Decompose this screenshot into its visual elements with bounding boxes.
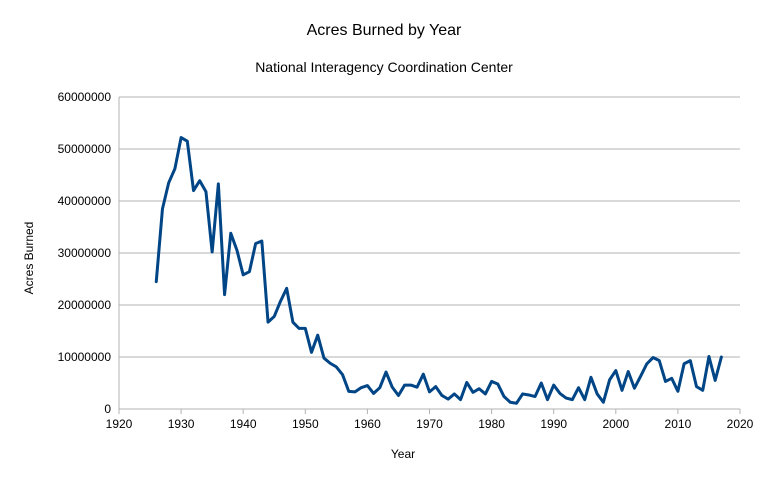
x-tick-label: 2000 — [602, 417, 629, 431]
y-tick-label: 60000000 — [58, 90, 112, 104]
x-tick-label: 1940 — [230, 417, 257, 431]
x-tick-label: 1950 — [292, 417, 319, 431]
x-tick-label: 1930 — [168, 417, 195, 431]
x-tick-label: 1990 — [540, 417, 567, 431]
chart-title: Acres Burned by Year — [307, 22, 462, 39]
y-tick-label: 10000000 — [58, 350, 112, 364]
x-axis-label: Year — [391, 447, 415, 461]
y-axis-ticks: 0 10000000 20000000 30000000 40000000 5000000… — [58, 90, 112, 416]
y-tick-label: 20000000 — [58, 298, 112, 312]
series-line-acres-burned — [154, 136, 723, 405]
x-tick-label: 1960 — [354, 417, 381, 431]
y-tick-label: 0 — [104, 402, 111, 416]
x-tick-label: 1970 — [416, 417, 443, 431]
y-axis-label: Acres Burned — [22, 222, 36, 295]
y-tick-label: 40000000 — [58, 194, 112, 208]
x-axis-ticks: 1920 1930 1940 1950 1960 1970 1980 1990 2000 2010… — [106, 409, 754, 431]
y-tick-label: 30000000 — [58, 246, 112, 260]
y-tick-label: 50000000 — [58, 142, 112, 156]
x-tick-label: 1920 — [106, 417, 133, 431]
x-tick-label: 2020 — [727, 417, 754, 431]
x-tick-label: 1980 — [478, 417, 505, 431]
series-layer — [154, 136, 723, 405]
chart-subtitle: National Interagency Coordination Center — [255, 59, 513, 75]
x-tick-label: 2010 — [665, 417, 692, 431]
